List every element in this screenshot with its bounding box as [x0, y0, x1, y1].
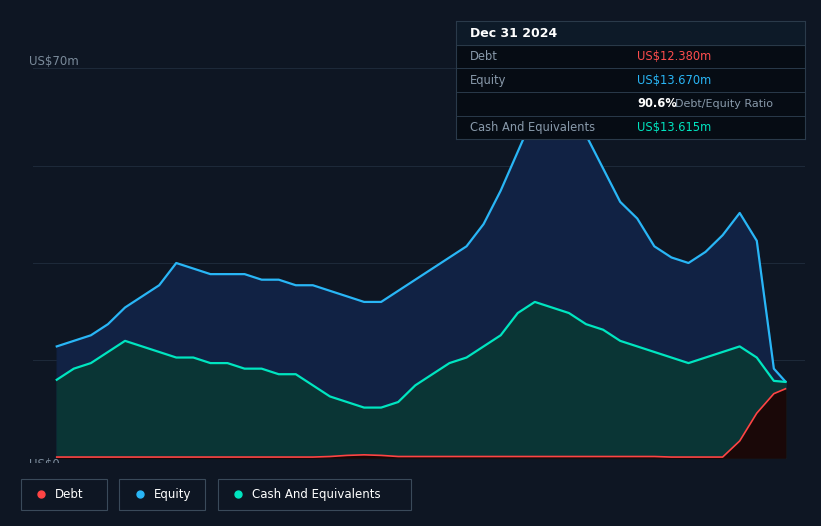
Text: Debt: Debt: [55, 488, 84, 501]
Text: Equity: Equity: [470, 74, 506, 87]
Text: Dec 31 2024: Dec 31 2024: [470, 27, 557, 40]
Text: US$0: US$0: [29, 458, 60, 471]
Text: US$13.670m: US$13.670m: [637, 74, 711, 87]
Bar: [456, 21, 805, 45]
Text: Debt/Equity Ratio: Debt/Equity Ratio: [676, 99, 773, 109]
Text: Debt: Debt: [470, 50, 498, 63]
Text: US$70m: US$70m: [29, 55, 79, 68]
Text: US$13.615m: US$13.615m: [637, 121, 711, 134]
Text: Cash And Equivalents: Cash And Equivalents: [252, 488, 381, 501]
Text: 90.6%: 90.6%: [637, 97, 677, 110]
Text: US$12.380m: US$12.380m: [637, 50, 711, 63]
Text: Equity: Equity: [154, 488, 191, 501]
Text: Cash And Equivalents: Cash And Equivalents: [470, 121, 594, 134]
